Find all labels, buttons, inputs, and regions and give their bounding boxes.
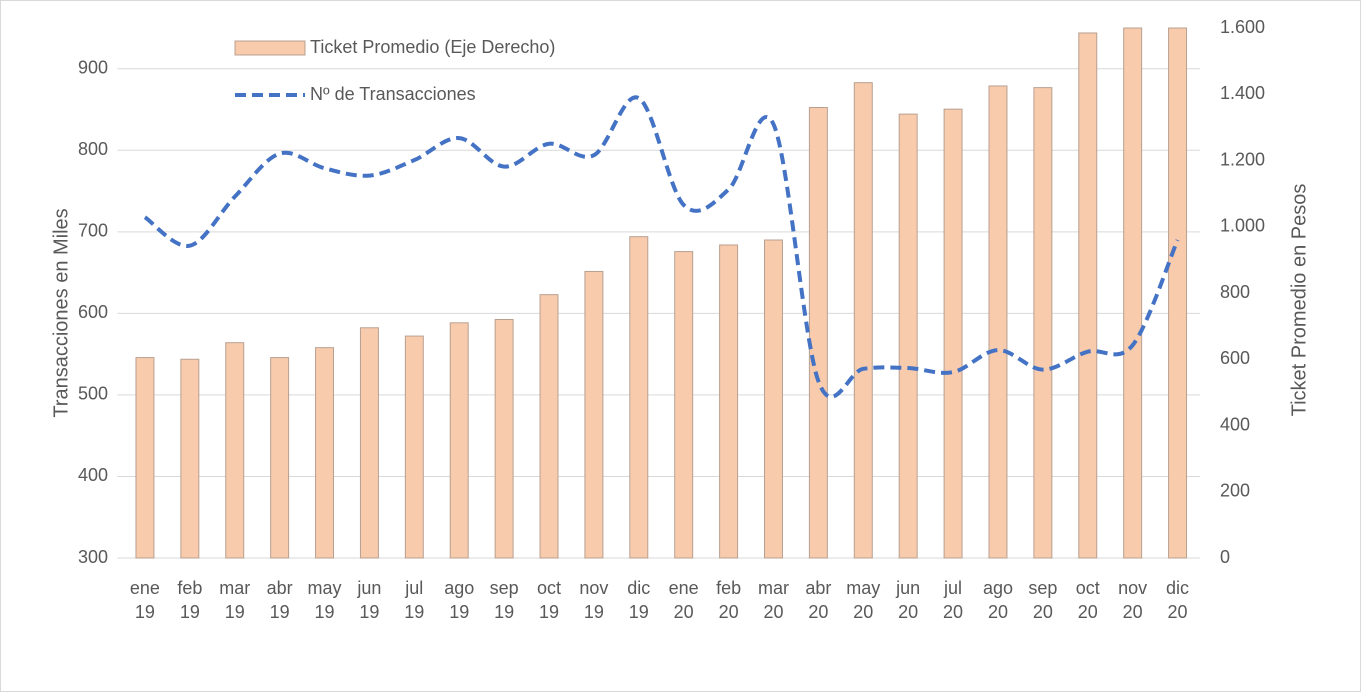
bar: [270, 357, 290, 559]
x-tick-label: jun 19: [357, 578, 382, 622]
bar: [1033, 87, 1053, 559]
x-tick-label: ago 19: [444, 578, 475, 622]
legend-label: Nº de Transacciones: [310, 84, 476, 104]
x-tick-label: mar 19: [219, 578, 251, 622]
x-tick-label: abr 19: [266, 578, 293, 622]
bar: [180, 358, 200, 559]
bar: [315, 347, 335, 559]
x-tick-label: abr 20: [805, 578, 832, 622]
bar: [1078, 32, 1098, 559]
bar: [629, 236, 649, 559]
y-tick-label: 800: [78, 139, 108, 159]
x-tick-label: ene 19: [129, 578, 160, 622]
x-tick-label: dic 20: [1166, 578, 1190, 622]
x-tick-label: mar 20: [757, 578, 789, 622]
bar: [225, 342, 245, 559]
bar: [1168, 27, 1188, 559]
x-tick-label: sep 20: [1028, 578, 1058, 622]
legend-label: Ticket Promedio (Eje Derecho): [310, 37, 555, 57]
y2-tick-label: 800: [1220, 282, 1250, 302]
y2-tick-label: 600: [1220, 348, 1250, 368]
line: [143, 95, 1180, 399]
bar: [449, 322, 469, 559]
bar: [719, 244, 739, 559]
x-tick-label: may 20: [846, 578, 881, 622]
y-tick-label: 600: [78, 302, 108, 322]
x-tick-label: feb 19: [177, 578, 203, 622]
bar: [584, 270, 604, 559]
bar: [764, 239, 783, 559]
x-tick-label: oct 20: [1075, 578, 1100, 622]
bar: [135, 357, 155, 559]
x-tick-label: ago 20: [982, 578, 1013, 622]
x-tick-label: nov 20: [1118, 578, 1148, 622]
x-tick-label: jun 20: [896, 578, 921, 622]
bar: [674, 251, 694, 559]
x-tick-label: oct 19: [536, 578, 561, 622]
y-tick-label: 500: [78, 384, 108, 404]
bar: [494, 319, 514, 559]
x-tick-label: sep 19: [489, 578, 519, 622]
legend-swatch: [234, 40, 306, 56]
bar: [808, 107, 828, 559]
bar: [988, 85, 1008, 559]
x-tick-label: jul 19: [404, 578, 425, 622]
y-tick-label: 700: [78, 221, 108, 241]
x-tick-label: feb 20: [716, 578, 742, 622]
y2-tick-label: 400: [1220, 414, 1250, 434]
bar: [853, 82, 873, 559]
bar: [898, 113, 918, 559]
x-tick-label: nov 19: [579, 578, 609, 622]
x-tick-label: jul 20: [943, 578, 964, 622]
x-tick-label: ene 20: [668, 578, 699, 622]
y2-tick-label: 1.400: [1220, 83, 1265, 103]
y-tick-label: 400: [78, 465, 108, 485]
y2-tick-label: 1.600: [1220, 17, 1265, 37]
y2-tick-label: 1.000: [1220, 216, 1265, 236]
y2-tick-label: 200: [1220, 481, 1250, 501]
y-tick-label: 300: [78, 547, 108, 567]
bar: [359, 327, 379, 559]
bar: [1123, 27, 1143, 559]
y2-tick-label: 1.200: [1220, 149, 1265, 169]
y2-axis-label: Ticket Promedio en Pesos: [1288, 184, 1310, 417]
y2-tick-label: 0: [1220, 547, 1230, 567]
x-tick-label: may 19: [307, 578, 342, 622]
bar: [943, 108, 963, 559]
bar: [539, 294, 559, 559]
y-tick-label: 900: [78, 58, 108, 78]
y-axis-label: Transacciones en Miles: [50, 208, 72, 417]
x-tick-label: dic 19: [627, 578, 651, 622]
bar: [404, 335, 424, 559]
